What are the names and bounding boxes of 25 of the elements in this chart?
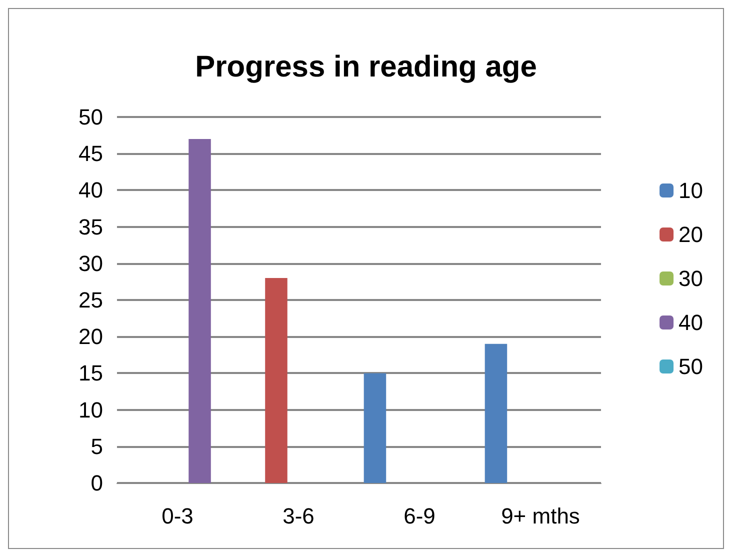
x-tick-label: 6-9 [404,504,436,528]
bar [265,278,288,483]
y-tick-label: 5 [90,434,103,459]
legend-label: 40 [678,310,704,335]
y-tick-label: 20 [78,324,103,350]
y-tick-label: 10 [78,397,103,422]
x-tick-label: 9+ mths [501,504,580,528]
y-tick-label: 0 [90,470,103,496]
y-tick-label: 15 [78,360,103,386]
x-tick-label: 0-3 [162,504,194,528]
legend-label: 20 [678,222,704,247]
x-tick-label: 3-6 [282,504,314,528]
y-tick-label: 50 [78,104,103,130]
legend-label: 30 [678,266,704,291]
bar [484,344,508,483]
bar [364,373,386,483]
y-tick-label: 25 [78,288,103,312]
legend-label: 50 [678,354,704,379]
legend-label: 10 [678,178,704,203]
y-tick-label: 45 [78,141,103,166]
y-tick-label: 35 [78,214,103,240]
bar [188,138,211,483]
chart-title: Progress in reading age [195,50,537,84]
y-tick-label: 40 [78,178,103,203]
y-tick-label: 30 [78,250,103,276]
